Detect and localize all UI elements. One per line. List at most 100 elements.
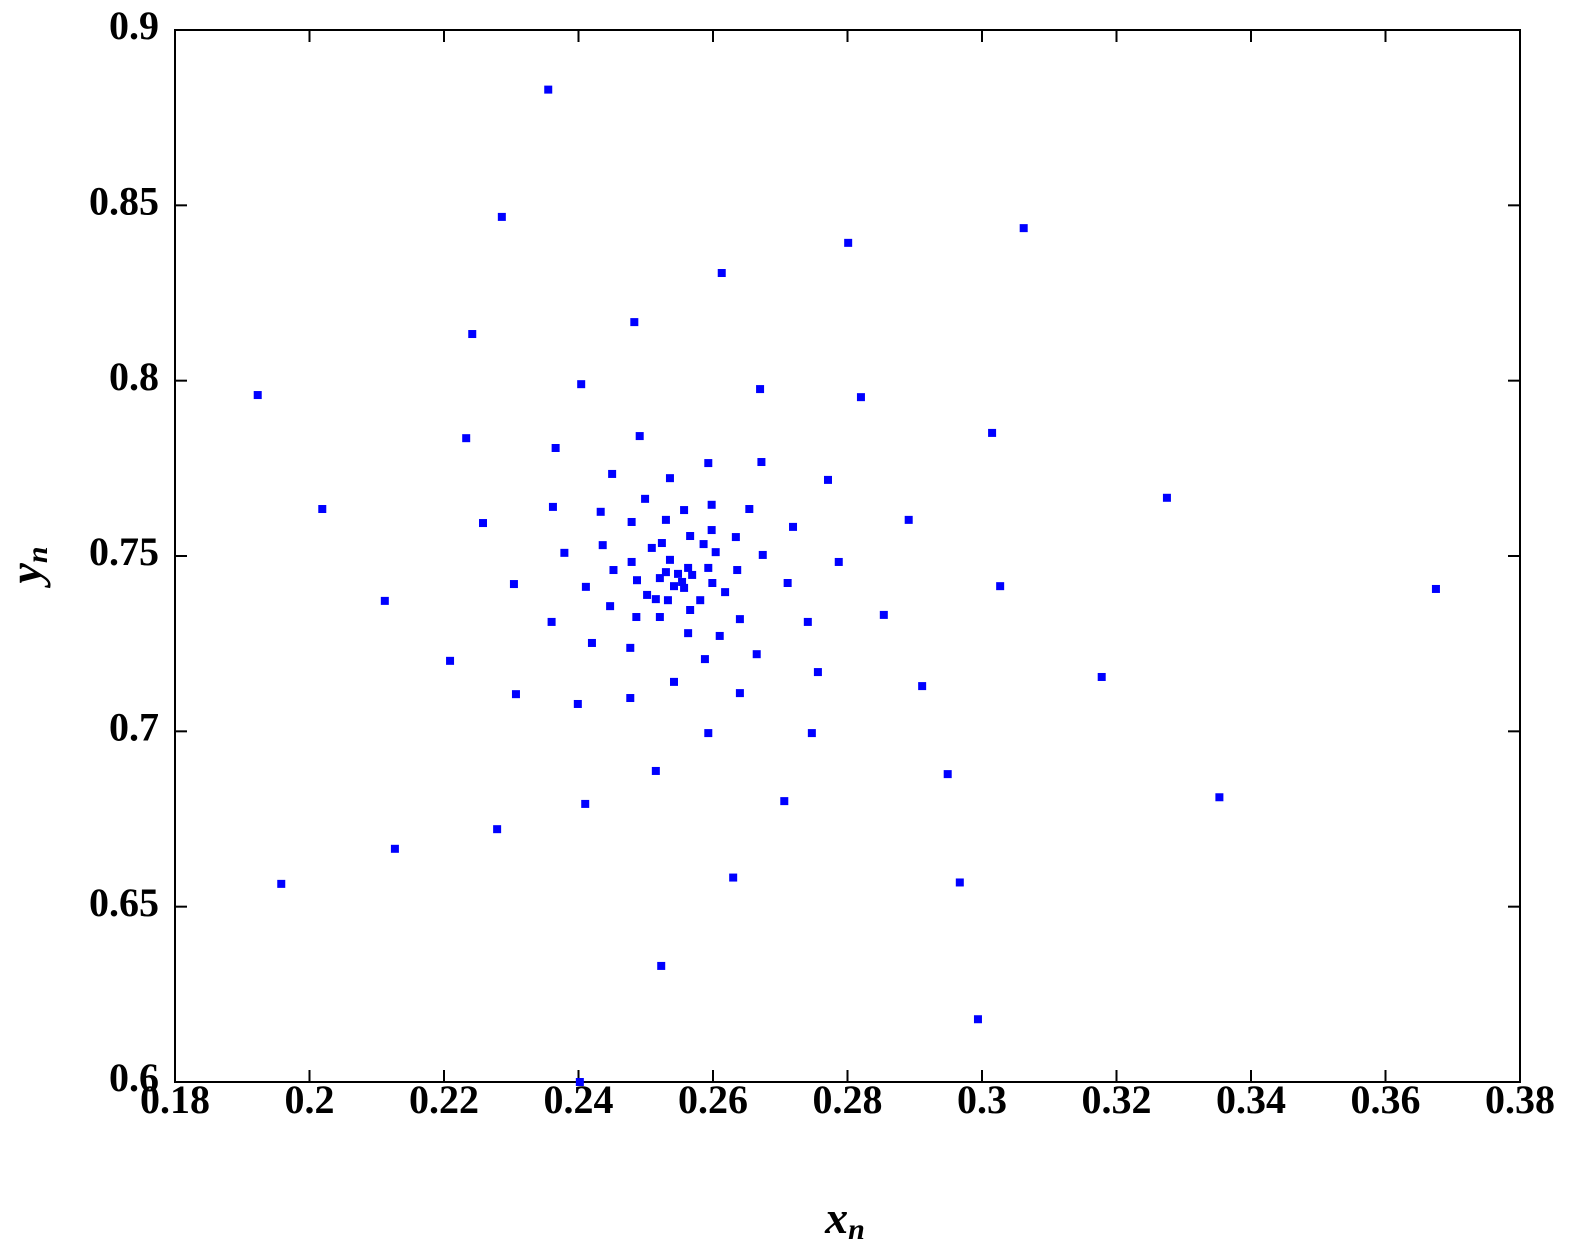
point	[462, 434, 471, 443]
x-tick-label: 0.34	[1216, 1077, 1286, 1122]
point	[1097, 672, 1106, 681]
point	[704, 459, 713, 468]
point	[655, 574, 664, 583]
point	[904, 515, 913, 524]
point	[380, 596, 389, 605]
x-tick-label: 0.26	[678, 1077, 748, 1122]
point	[700, 655, 709, 664]
x-tick-label: 0.36	[1351, 1077, 1421, 1122]
point	[544, 85, 553, 94]
point	[756, 385, 765, 394]
point	[699, 540, 708, 549]
y-tick-label: 0.65	[89, 880, 159, 925]
point	[721, 588, 730, 597]
point	[758, 550, 767, 559]
point	[729, 873, 738, 882]
point	[823, 475, 832, 484]
point	[715, 631, 724, 640]
point	[1162, 493, 1171, 502]
point	[856, 393, 865, 402]
point	[678, 577, 687, 586]
x-axis-label: xn	[824, 1192, 865, 1245]
point	[686, 532, 695, 541]
x-label-base: x	[824, 1192, 848, 1243]
point	[651, 766, 660, 775]
point	[807, 729, 816, 738]
point	[651, 595, 660, 604]
y-label-sub: n	[21, 546, 54, 563]
y-tick-label: 0.85	[89, 179, 159, 224]
point	[711, 548, 720, 557]
point	[609, 566, 618, 575]
point	[717, 269, 726, 278]
point	[560, 548, 569, 557]
point	[757, 458, 766, 467]
point	[707, 500, 716, 509]
point	[783, 579, 792, 588]
x-tick-label: 0.32	[1082, 1077, 1152, 1122]
point	[1431, 584, 1440, 593]
point	[674, 569, 683, 578]
point	[641, 494, 650, 503]
point	[627, 517, 636, 526]
point	[955, 878, 964, 887]
point	[548, 502, 557, 511]
point	[647, 543, 656, 552]
point	[733, 566, 742, 575]
point	[446, 656, 455, 665]
point	[735, 615, 744, 624]
point	[632, 613, 641, 622]
point	[468, 330, 477, 339]
point	[680, 583, 689, 592]
point	[635, 432, 644, 441]
point	[587, 638, 596, 647]
point	[669, 582, 678, 591]
point	[630, 318, 639, 327]
point	[626, 643, 635, 652]
x-label-sub: n	[848, 1213, 865, 1245]
point	[708, 579, 717, 588]
point	[943, 770, 952, 779]
point	[253, 391, 262, 400]
point	[511, 690, 520, 699]
point	[497, 212, 506, 221]
point	[918, 682, 927, 691]
point	[745, 505, 754, 514]
point	[575, 1078, 584, 1086]
point	[844, 238, 853, 247]
point	[657, 539, 666, 548]
point	[277, 879, 286, 888]
point	[598, 541, 607, 550]
x-tick-label: 0.38	[1485, 1077, 1555, 1122]
point	[704, 729, 713, 738]
y-tick-label: 0.9	[109, 3, 159, 48]
point	[581, 582, 590, 591]
y-label-base: y	[0, 563, 51, 589]
point	[879, 610, 888, 619]
y-tick-label: 0.7	[109, 705, 159, 750]
point	[988, 428, 997, 437]
point	[547, 617, 556, 626]
point	[509, 580, 518, 589]
y-axis-label: yn	[0, 546, 54, 588]
point	[1215, 793, 1224, 802]
point	[663, 596, 672, 605]
point	[704, 563, 713, 572]
point	[973, 1015, 982, 1024]
point	[577, 380, 586, 389]
y-tick-label: 0.75	[89, 529, 159, 574]
point	[803, 617, 812, 626]
point	[390, 844, 399, 853]
point	[479, 519, 488, 528]
point	[626, 694, 635, 703]
point	[596, 507, 605, 516]
point	[633, 576, 642, 585]
point	[834, 557, 843, 566]
point	[680, 506, 689, 515]
x-tick-label: 0.2	[285, 1077, 335, 1122]
point	[318, 505, 327, 514]
point	[655, 613, 664, 622]
point	[573, 699, 582, 708]
point	[688, 570, 697, 579]
